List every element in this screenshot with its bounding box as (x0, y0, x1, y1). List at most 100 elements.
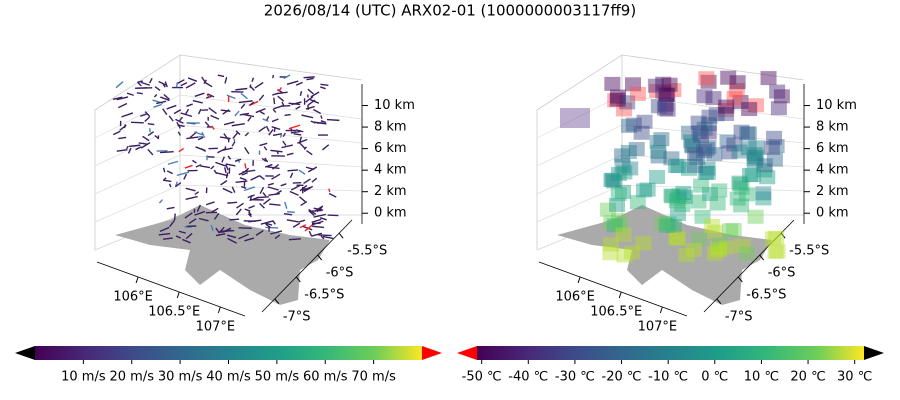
wind-segment (267, 166, 280, 170)
wind-segment (210, 165, 215, 170)
voxel (603, 173, 620, 188)
wind-segment (169, 220, 175, 228)
voxel (665, 219, 682, 234)
voxel (622, 161, 639, 176)
wind-segment (125, 145, 129, 150)
wind-segment (282, 140, 287, 146)
wind-segment (259, 202, 265, 209)
voxel (647, 78, 664, 93)
wind-segment (278, 87, 283, 92)
wind-segment (223, 121, 235, 126)
voxel (661, 77, 678, 92)
wind-segment (280, 104, 291, 107)
voxel (681, 125, 698, 140)
x-tick (577, 276, 581, 284)
wind-segment (244, 208, 251, 212)
wind-segment (162, 167, 166, 173)
x-tick-label: 106°E (113, 290, 153, 305)
wind-segment (276, 88, 284, 94)
z-tick-label: 10 km (816, 98, 857, 113)
voxel (700, 74, 717, 89)
voxel (726, 91, 743, 106)
voxel (669, 192, 686, 207)
wind-segment (131, 121, 144, 124)
wind-segment (258, 126, 267, 133)
voxel (773, 89, 790, 104)
wind-segment (225, 164, 229, 171)
wind-segment (282, 132, 286, 137)
wind-segment (220, 180, 228, 186)
wind-segment (287, 211, 295, 213)
y-tick (317, 254, 323, 261)
voxel (696, 121, 713, 136)
wind-segment (127, 147, 132, 154)
wind-segment (283, 212, 293, 216)
voxel (769, 84, 786, 99)
voxel (746, 147, 763, 162)
wind-segment (158, 199, 163, 204)
voxel (615, 185, 632, 200)
voxel (629, 195, 646, 210)
voxel (650, 99, 667, 114)
x-tick-label: 107°E (196, 320, 236, 335)
wind-segment (248, 205, 255, 209)
panel: 0 km 2 km 4 km 6 km 8 km 10 km 106°E106.5°E107… (15, 54, 442, 385)
land (115, 205, 330, 305)
wind-segment (116, 96, 129, 101)
voxel (703, 218, 720, 233)
wind-segment (271, 118, 279, 123)
land (557, 205, 772, 305)
voxel (729, 75, 746, 90)
voxel (746, 151, 763, 166)
voxel (603, 215, 620, 230)
voxel (616, 102, 633, 117)
wind-segment (299, 91, 303, 96)
colorbar-tick-label: 40 m/s (206, 370, 251, 385)
wind-segment (115, 81, 124, 89)
wind-segment (198, 217, 209, 222)
wind-segment (234, 110, 240, 117)
x-tick-label: 107°E (638, 320, 678, 335)
voxel (686, 158, 703, 173)
wind-segment (227, 237, 237, 244)
voxel (717, 103, 734, 118)
wind-segment (295, 105, 301, 110)
wind-segment (188, 218, 197, 225)
wind-segment (328, 188, 331, 193)
wind-segment (305, 96, 314, 103)
voxel (691, 232, 708, 247)
voxel (616, 165, 633, 180)
z-tick-label: 4 km (374, 163, 407, 178)
x-tick (135, 276, 139, 284)
voxel (685, 243, 702, 258)
wind-segment (262, 198, 271, 205)
y-tick (338, 232, 344, 239)
voxel (615, 227, 632, 242)
wind-segment (311, 232, 322, 237)
wind-segment (281, 101, 285, 107)
wind-segment (272, 133, 282, 137)
wind-segment (241, 172, 248, 176)
voxel (635, 236, 652, 251)
wind-segment (284, 113, 291, 117)
wind-segment (308, 230, 313, 237)
voxel (680, 161, 697, 176)
wind-segment (186, 136, 199, 140)
wind-segment (129, 144, 141, 148)
wind-segment (163, 237, 173, 240)
wind-segment (218, 226, 225, 234)
x-tick (659, 306, 663, 314)
voxel (733, 124, 750, 139)
voxel (659, 87, 676, 102)
wind-segment (184, 212, 193, 219)
wind-segment (312, 225, 325, 229)
wind-segment (158, 232, 171, 236)
wind-segment (112, 96, 123, 100)
colorbar-tick-label: 30 ℃ (837, 370, 872, 385)
wind-segment (311, 177, 318, 183)
wind-segment (292, 222, 301, 228)
wind-segment (140, 81, 151, 86)
wind-segment (224, 76, 228, 84)
wind-segment (244, 163, 247, 169)
y-tick (737, 276, 743, 283)
